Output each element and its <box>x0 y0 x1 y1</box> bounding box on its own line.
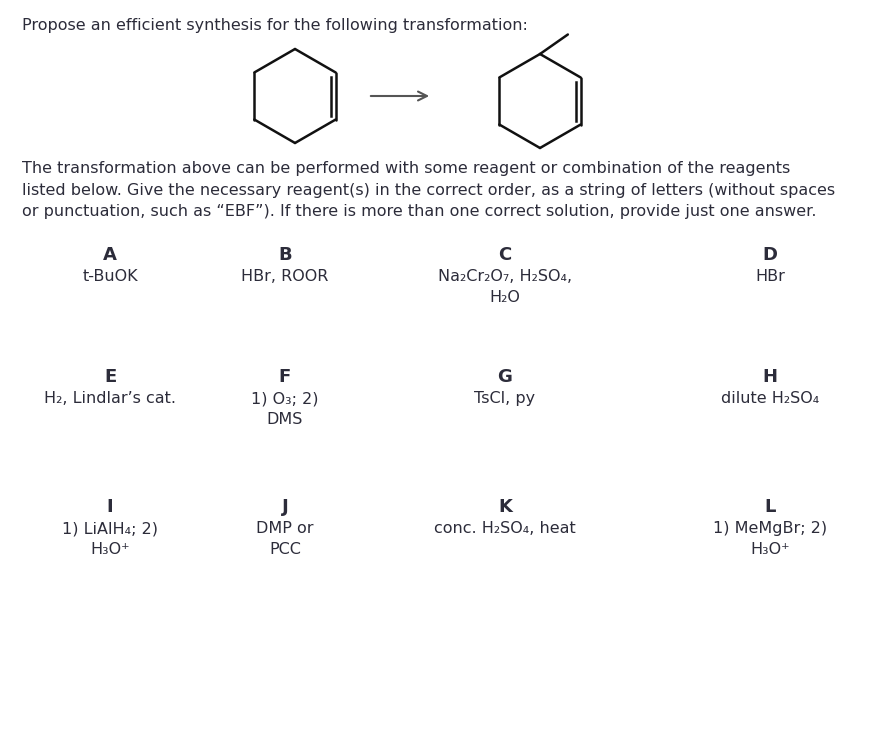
Text: Propose an efficient synthesis for the following transformation:: Propose an efficient synthesis for the f… <box>22 18 527 33</box>
Text: C: C <box>498 246 512 264</box>
Text: A: A <box>103 246 117 264</box>
Text: The transformation above can be performed with some reagent or combination of th: The transformation above can be performe… <box>22 161 835 219</box>
Text: L: L <box>765 498 775 516</box>
Text: F: F <box>279 368 291 386</box>
Text: J: J <box>281 498 288 516</box>
Text: conc. H₂SO₄, heat: conc. H₂SO₄, heat <box>434 521 576 536</box>
Text: K: K <box>498 498 512 516</box>
Text: H₂, Lindlar’s cat.: H₂, Lindlar’s cat. <box>44 391 176 406</box>
Text: H: H <box>763 368 778 386</box>
Text: 1) LiAlH₄; 2)
H₃O⁺: 1) LiAlH₄; 2) H₃O⁺ <box>62 521 158 557</box>
Text: I: I <box>107 498 113 516</box>
Text: D: D <box>763 246 778 264</box>
Text: 1) O₃; 2)
DMS: 1) O₃; 2) DMS <box>251 391 318 427</box>
Text: DMP or
PCC: DMP or PCC <box>257 521 314 557</box>
Text: Na₂Cr₂O₇, H₂SO₄,
H₂O: Na₂Cr₂O₇, H₂SO₄, H₂O <box>438 269 572 305</box>
Text: G: G <box>497 368 512 386</box>
Text: HBr: HBr <box>755 269 785 284</box>
Text: HBr, ROOR: HBr, ROOR <box>242 269 329 284</box>
Text: t-BuOK: t-BuOK <box>82 269 138 284</box>
Text: TsCl, py: TsCl, py <box>475 391 535 406</box>
Text: E: E <box>104 368 116 386</box>
Text: B: B <box>278 246 292 264</box>
Text: 1) MeMgBr; 2)
H₃O⁺: 1) MeMgBr; 2) H₃O⁺ <box>713 521 827 557</box>
Text: dilute H₂SO₄: dilute H₂SO₄ <box>721 391 819 406</box>
